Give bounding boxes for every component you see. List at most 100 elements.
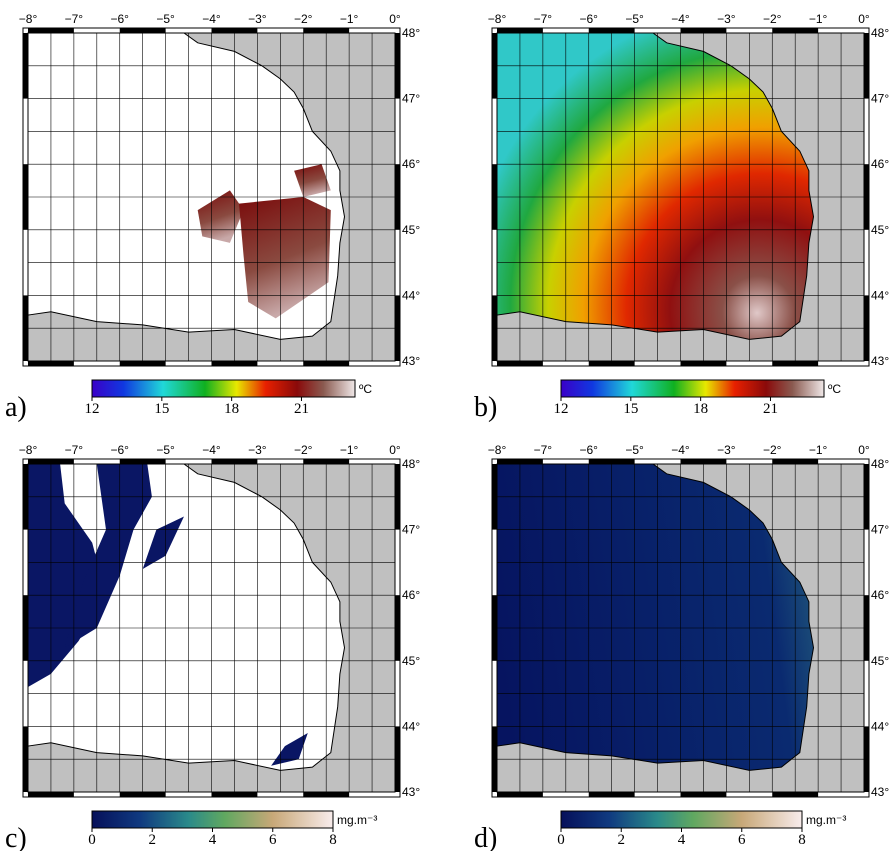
border-bar bbox=[680, 361, 727, 366]
x-tick-label: −5° bbox=[156, 443, 175, 457]
colorbar-tick-label: 18 bbox=[224, 401, 239, 417]
border-bar bbox=[395, 295, 400, 361]
colorbar-tick-label: 6 bbox=[269, 832, 277, 848]
y-tick-label: 46° bbox=[871, 588, 889, 602]
border-bar bbox=[497, 28, 543, 33]
border-bar bbox=[497, 361, 543, 366]
border-bar bbox=[119, 459, 166, 464]
colorbar-tick-label: 12 bbox=[554, 401, 569, 417]
x-tick-label: −7° bbox=[534, 443, 553, 457]
border-bar bbox=[28, 792, 74, 797]
panel-label: c) bbox=[5, 823, 27, 851]
x-tick-label: −5° bbox=[625, 12, 644, 26]
x-tick-label: −4° bbox=[671, 443, 690, 457]
x-tick-label: −3° bbox=[717, 443, 736, 457]
x-tick-label: −6° bbox=[580, 443, 599, 457]
border-bar bbox=[28, 28, 74, 33]
border-bar bbox=[864, 726, 869, 792]
x-tick-label: −8° bbox=[19, 12, 38, 26]
border-bar bbox=[395, 164, 400, 230]
x-tick-label: 0° bbox=[389, 443, 401, 457]
x-tick-label: −8° bbox=[488, 443, 507, 457]
border-bar bbox=[23, 164, 28, 230]
border-bar bbox=[395, 33, 400, 99]
border-bar bbox=[119, 28, 166, 33]
border-bar bbox=[864, 33, 869, 99]
x-tick-label: −1° bbox=[809, 12, 828, 26]
map-panel: −8° −7° −6° −5° −4° −3° −2° −1° 0° 43° 44° 45° 46° 47… bbox=[474, 443, 889, 851]
x-tick-label: −2° bbox=[763, 443, 782, 457]
border-bar bbox=[680, 459, 727, 464]
border-bar bbox=[211, 792, 258, 797]
border-bar bbox=[395, 595, 400, 661]
border-bar bbox=[23, 464, 28, 530]
border-bar bbox=[303, 792, 350, 797]
y-tick-label: 45° bbox=[402, 223, 420, 237]
x-tick-label: 0° bbox=[389, 12, 401, 26]
x-tick-label: −1° bbox=[340, 443, 359, 457]
colorbar-tick-label: 8 bbox=[329, 832, 337, 848]
x-tick-label: −1° bbox=[340, 12, 359, 26]
border-bar bbox=[680, 28, 727, 33]
colorbar-tick-label: 15 bbox=[154, 401, 169, 417]
panel-label: b) bbox=[474, 392, 497, 423]
map-frame bbox=[496, 463, 865, 793]
x-tick-label: −2° bbox=[294, 443, 313, 457]
colorbar-tick-label: 0 bbox=[557, 832, 565, 848]
border-bar bbox=[119, 361, 166, 366]
border-bar bbox=[23, 33, 28, 99]
x-tick-label: −3° bbox=[248, 12, 267, 26]
y-tick-label: 43° bbox=[402, 785, 420, 799]
y-tick-label: 47° bbox=[871, 92, 889, 106]
border-bar bbox=[395, 726, 400, 792]
border-bar bbox=[497, 792, 543, 797]
x-tick-label: −4° bbox=[202, 12, 221, 26]
border-bar bbox=[395, 464, 400, 530]
x-tick-label: −7° bbox=[534, 12, 553, 26]
y-tick-label: 43° bbox=[402, 354, 420, 368]
map-panel: −8° −7° −6° −5° −4° −3° −2° −1° 0° 43° 44° 45° 46° 47… bbox=[5, 443, 420, 851]
colorbar-unit: mg.m⁻³ bbox=[337, 813, 377, 827]
colorbar-unit: mg.m⁻³ bbox=[806, 813, 846, 827]
x-tick-label: −3° bbox=[717, 12, 736, 26]
y-tick-label: 46° bbox=[871, 157, 889, 171]
border-bar bbox=[864, 164, 869, 230]
border-bar bbox=[772, 28, 819, 33]
colorbar bbox=[560, 810, 803, 829]
y-tick-label: 45° bbox=[402, 654, 420, 668]
border-bar bbox=[492, 33, 497, 99]
border-bar bbox=[864, 295, 869, 361]
border-bar bbox=[23, 595, 28, 661]
colorbar-tick-label: 18 bbox=[693, 401, 708, 417]
border-bar bbox=[28, 361, 74, 366]
border-bar bbox=[492, 595, 497, 661]
data-field bbox=[239, 197, 331, 319]
x-tick-label: −2° bbox=[294, 12, 313, 26]
y-tick-label: 43° bbox=[871, 785, 889, 799]
colorbar-tick-label: 21 bbox=[294, 401, 309, 417]
x-tick-label: −5° bbox=[156, 12, 175, 26]
map-panel: −8° −7° −6° −5° −4° −3° −2° −1° 0° 43° 44° 45° 46° 47… bbox=[474, 12, 889, 423]
panel-label: d) bbox=[474, 823, 497, 851]
x-tick-label: −6° bbox=[111, 443, 130, 457]
border-bar bbox=[303, 28, 350, 33]
x-tick-label: −7° bbox=[65, 443, 84, 457]
y-tick-label: 44° bbox=[871, 719, 889, 733]
data-field bbox=[28, 464, 106, 687]
x-tick-label: −2° bbox=[763, 12, 782, 26]
map-frame bbox=[27, 463, 396, 793]
y-tick-label: 43° bbox=[871, 354, 889, 368]
border-bar bbox=[23, 726, 28, 792]
colorbar-tick-label: 15 bbox=[623, 401, 638, 417]
colorbar-tick-label: 2 bbox=[618, 832, 626, 848]
colorbar bbox=[91, 379, 356, 398]
colorbar-tick-label: 6 bbox=[738, 832, 746, 848]
border-bar bbox=[680, 792, 727, 797]
colorbar bbox=[560, 379, 825, 398]
y-tick-label: 46° bbox=[402, 588, 420, 602]
border-bar bbox=[772, 792, 819, 797]
border-bar bbox=[211, 459, 258, 464]
y-tick-label: 44° bbox=[402, 288, 420, 302]
y-tick-label: 47° bbox=[871, 523, 889, 537]
